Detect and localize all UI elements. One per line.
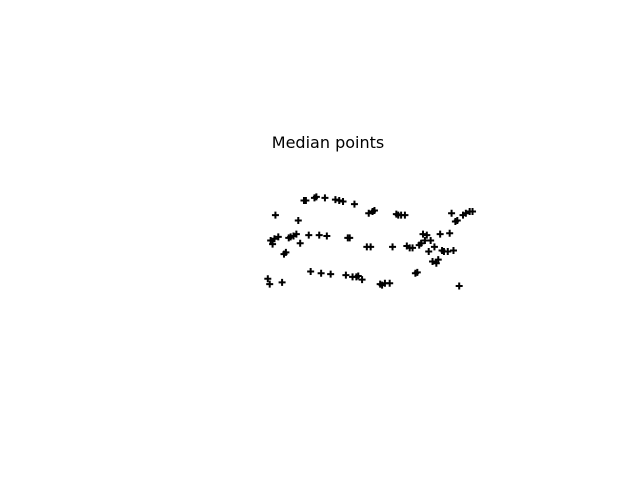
- data-point: [342, 271, 350, 279]
- data-point: [413, 268, 421, 276]
- data-point: [427, 237, 435, 245]
- data-point: [264, 275, 272, 283]
- data-point: [296, 239, 304, 247]
- data-point: [430, 243, 438, 251]
- data-point: [305, 231, 313, 239]
- data-point: [434, 256, 442, 264]
- data-point: [409, 244, 417, 252]
- data-point: [370, 207, 378, 215]
- data-point: [469, 207, 477, 215]
- data-point: [307, 267, 315, 275]
- data-point: [429, 257, 437, 265]
- plot-area: [264, 193, 477, 290]
- data-point: [312, 193, 320, 201]
- data-point: [446, 229, 454, 237]
- data-point: [365, 209, 373, 217]
- data-point: [323, 232, 331, 240]
- data-point: [448, 209, 456, 217]
- data-point: [367, 243, 375, 251]
- data-point: [282, 248, 290, 256]
- data-point: [302, 197, 310, 205]
- data-point: [269, 240, 277, 248]
- data-point: [389, 243, 397, 251]
- data-point: [317, 269, 325, 277]
- data-point: [274, 233, 282, 241]
- data-point: [423, 231, 431, 239]
- data-point: [315, 231, 323, 239]
- data-point: [386, 279, 394, 287]
- data-point: [266, 280, 274, 288]
- data-point: [278, 278, 286, 286]
- data-point: [462, 209, 470, 217]
- data-point: [453, 217, 461, 225]
- chart-title: Median points: [272, 133, 384, 152]
- data-point: [339, 197, 347, 205]
- data-point: [346, 234, 354, 242]
- data-point: [270, 235, 278, 243]
- data-point: [350, 200, 358, 208]
- data-point: [271, 211, 279, 219]
- data-point: [432, 259, 440, 267]
- data-point: [417, 239, 425, 247]
- data-point: [292, 230, 300, 238]
- data-point: [436, 230, 444, 238]
- data-point: [267, 237, 275, 245]
- data-point: [354, 272, 362, 280]
- data-point: [449, 247, 457, 255]
- data-point: [321, 194, 329, 202]
- data-point: [358, 276, 366, 284]
- data-point: [455, 282, 463, 290]
- data-point: [327, 270, 335, 278]
- data-point: [425, 247, 433, 255]
- data-point: [294, 217, 302, 225]
- data-point: [401, 211, 409, 219]
